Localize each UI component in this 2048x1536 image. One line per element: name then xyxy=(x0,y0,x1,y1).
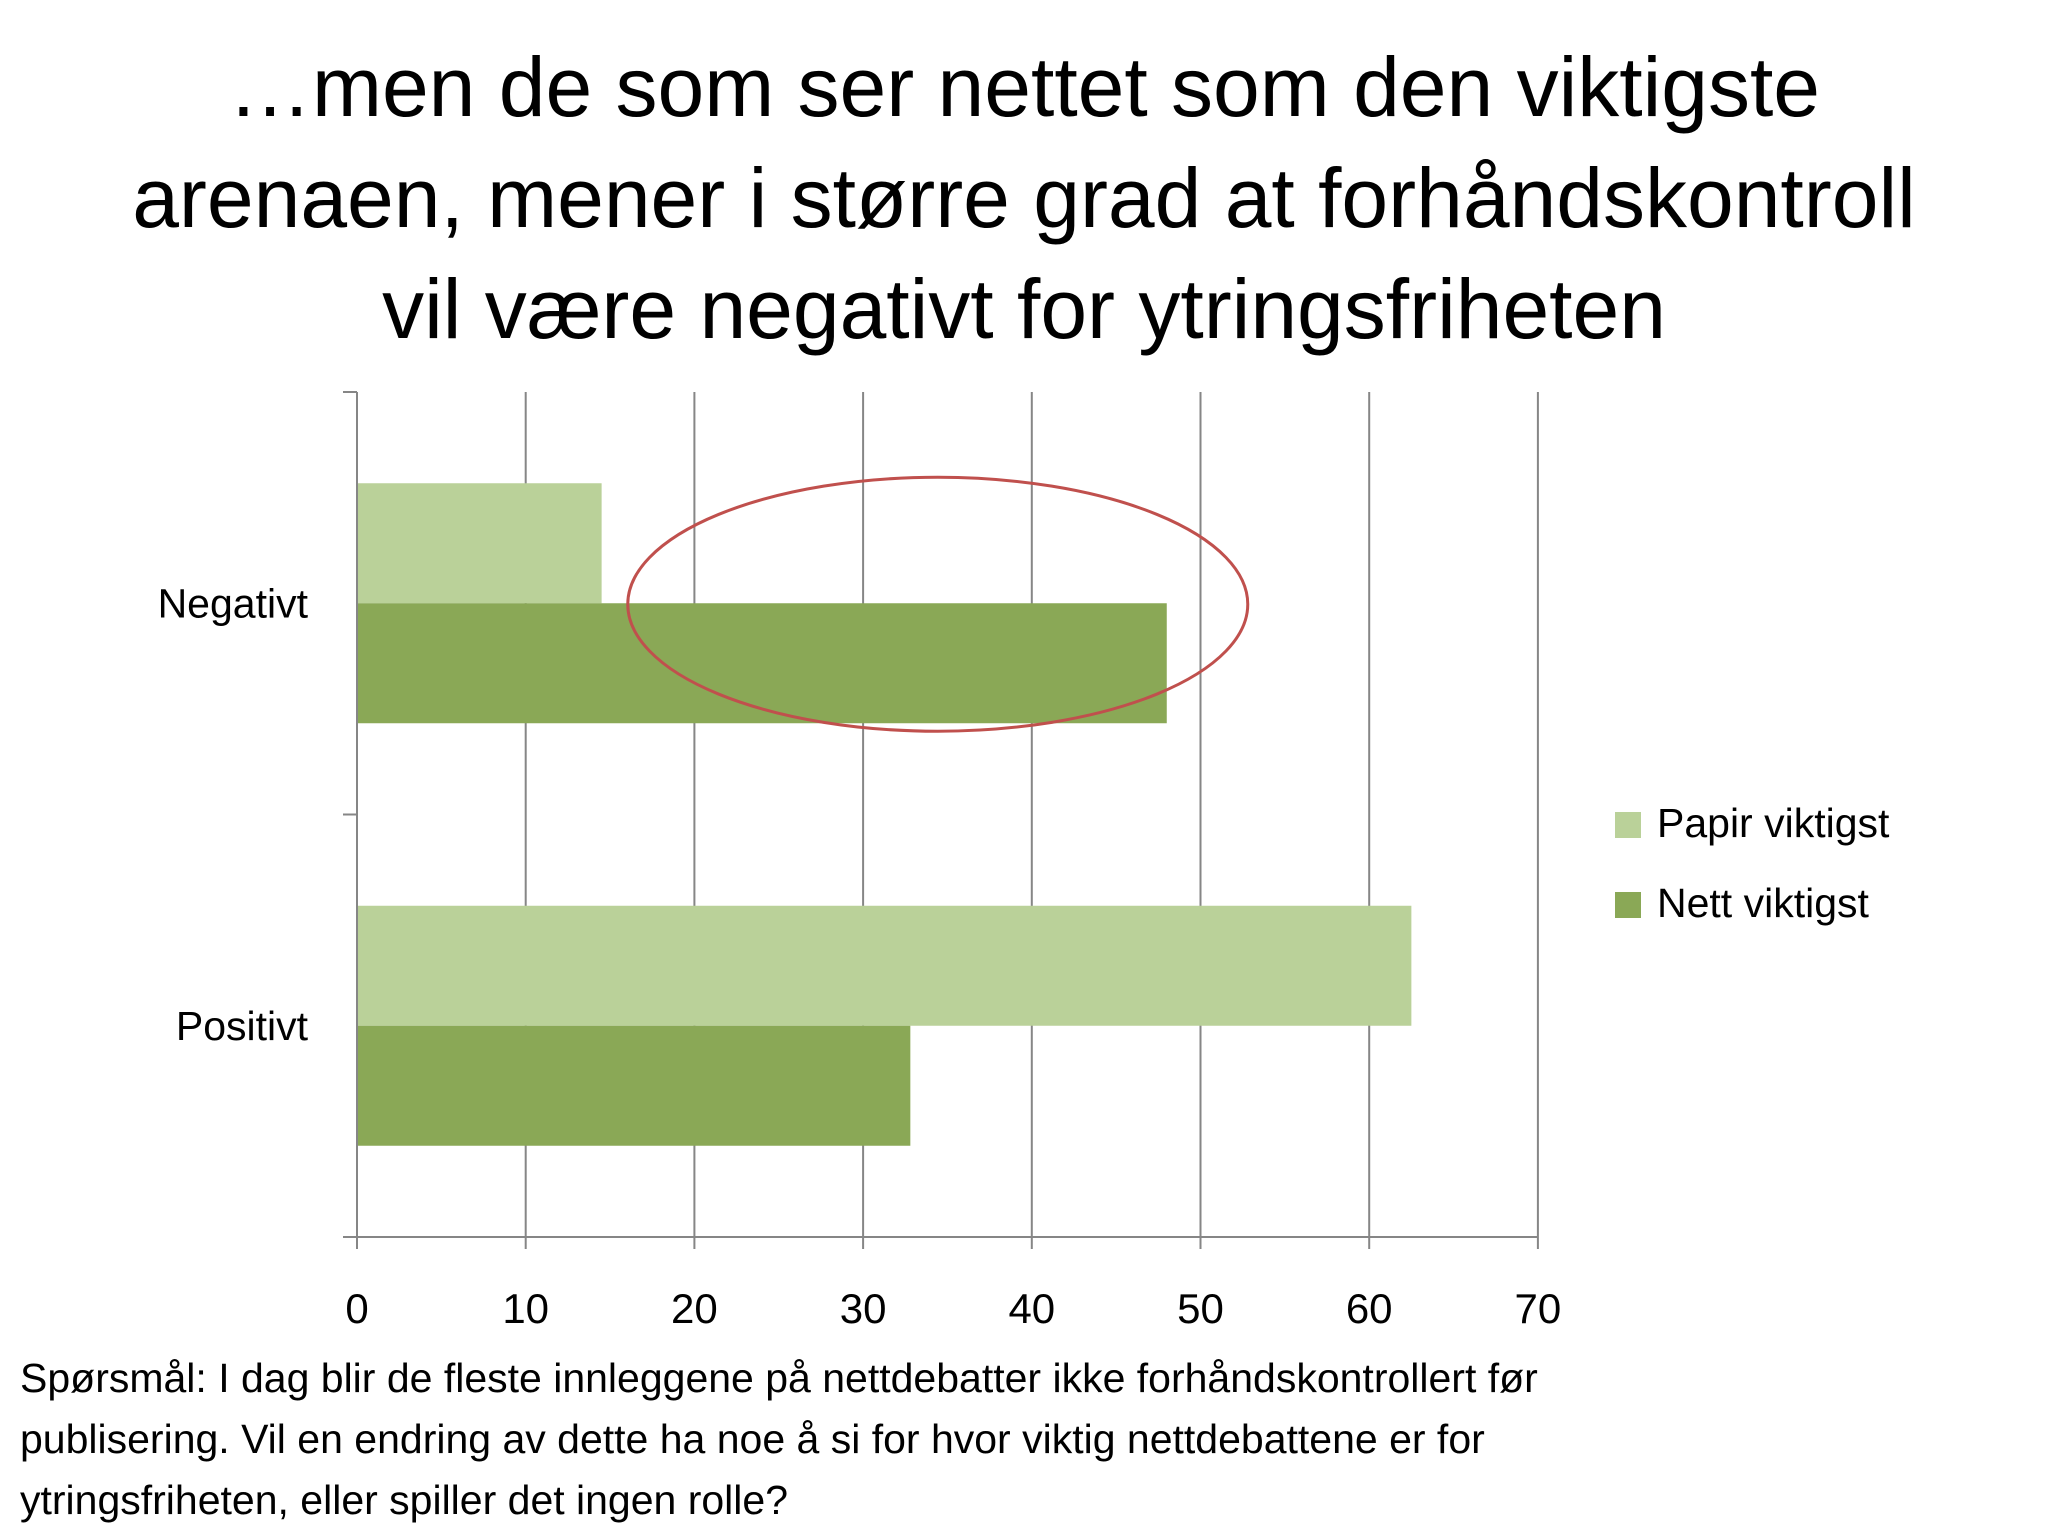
title-line-2: arenaen, mener i større grad at forhånds… xyxy=(132,151,1916,245)
x-tick-label-40: 40 xyxy=(1008,1285,1055,1332)
footnote-line-2: publisering. Vil en endring av dette ha … xyxy=(20,1416,1485,1462)
bar-positivt-papir-viktigst xyxy=(357,905,1412,1026)
footnote-line-1: Spørsmål: I dag blir de fleste innleggen… xyxy=(20,1355,1538,1401)
bar-negativt-nett-viktigst xyxy=(357,603,1167,724)
legend-label-papir-viktigst: Papir viktigst xyxy=(1657,800,1890,846)
x-tick-label-70: 70 xyxy=(1515,1285,1562,1332)
x-tick-label-10: 10 xyxy=(502,1285,549,1332)
x-tick-label-60: 60 xyxy=(1346,1285,1393,1332)
legend-label-nett-viktigst: Nett viktigst xyxy=(1657,880,1869,926)
bar-positivt-nett-viktigst xyxy=(357,1025,911,1146)
category-label-positivt: Positivt xyxy=(176,1003,309,1049)
x-tick-label-50: 50 xyxy=(1177,1285,1224,1332)
bar-chart: Negativt Positivt 0 10 20 30 40 50 60 70 Papir vik… xyxy=(158,391,1890,1332)
title-line-3: vil være negativt for ytringsfriheten xyxy=(382,262,1666,356)
x-tick-label-0: 0 xyxy=(345,1285,368,1332)
footnote-line-3: ytringsfriheten, eller spiller det ingen… xyxy=(20,1477,789,1523)
x-tick-label-30: 30 xyxy=(840,1285,887,1332)
title-line-1: …men de som ser nettet som den viktigste xyxy=(227,40,1821,134)
legend-swatch-papir-viktigst xyxy=(1615,812,1641,838)
highlight-ellipse xyxy=(626,475,1250,733)
x-tick-label-20: 20 xyxy=(671,1285,718,1332)
category-label-negativt: Negativt xyxy=(158,580,309,626)
legend-swatch-nett-viktigst xyxy=(1615,892,1641,918)
survey-question-footnote: Spørsmål: I dag blir de fleste innleggen… xyxy=(20,1348,2020,1531)
slide-title: …men de som ser nettet som den viktigste… xyxy=(60,32,1988,365)
bar-negativt-papir-viktigst xyxy=(357,483,602,604)
